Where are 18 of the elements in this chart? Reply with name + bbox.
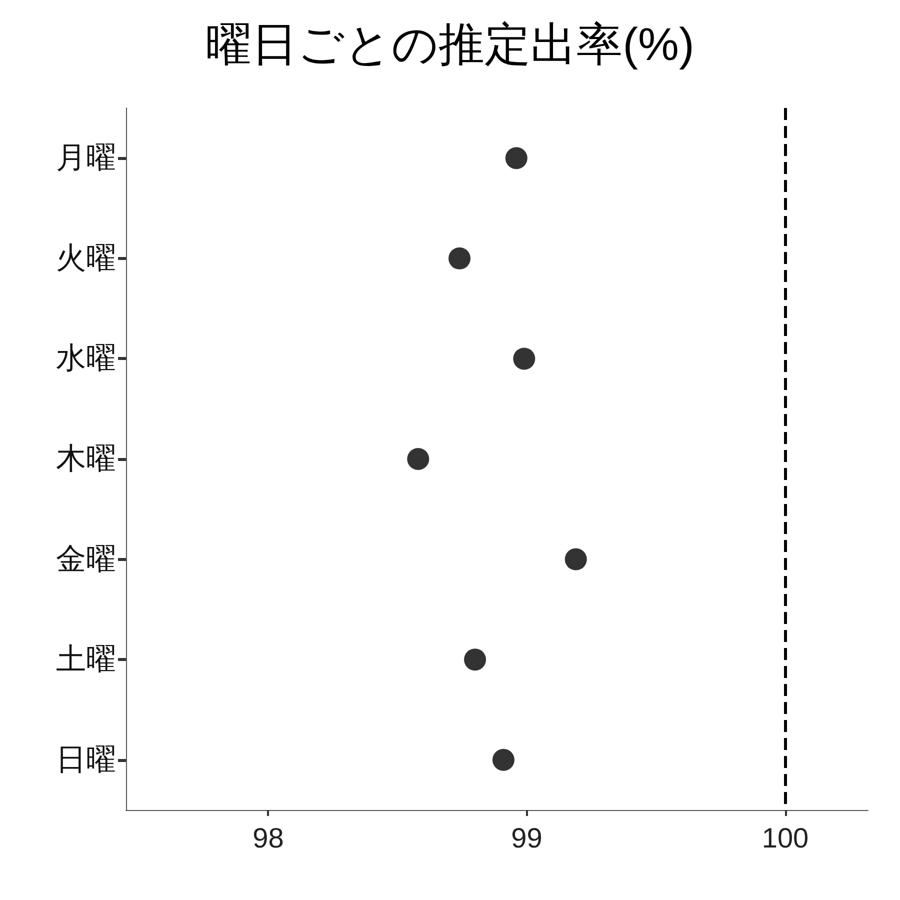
point	[464, 648, 486, 671]
y-tick-label: 木曜	[56, 442, 116, 476]
point	[505, 147, 528, 170]
y-tick-label: 金曜	[56, 542, 116, 576]
point	[564, 548, 587, 570]
y-tick-label: 日曜	[56, 743, 116, 776]
y-tick-label: 月曜	[56, 142, 116, 175]
x-tick-label: 98	[252, 822, 284, 854]
y-tick-label: 土曜	[56, 643, 116, 676]
point	[492, 748, 514, 771]
y-tick-label: 火曜	[56, 242, 116, 275]
x-tick-label: 99	[511, 822, 542, 854]
y-tick-label: 水曜	[56, 342, 116, 376]
chart-title: 曜日ごとの推定出率(%)	[206, 18, 694, 70]
point	[407, 448, 430, 470]
x-tick-label: 100	[762, 822, 809, 854]
point	[448, 247, 471, 270]
point	[513, 348, 536, 370]
